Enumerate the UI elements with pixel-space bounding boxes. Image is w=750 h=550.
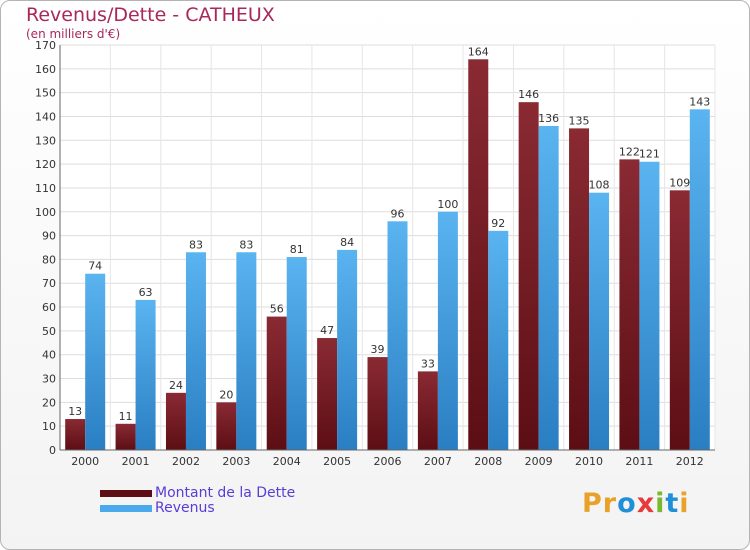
bar-revenus bbox=[639, 161, 660, 450]
y-tick-label: 150 bbox=[35, 87, 56, 100]
y-tick-label: 100 bbox=[35, 206, 56, 219]
data-label-revenus: 108 bbox=[589, 179, 610, 192]
x-tick-label: 2007 bbox=[424, 455, 452, 468]
bar-dette bbox=[417, 371, 438, 450]
bar-revenus bbox=[589, 192, 610, 451]
bar-dette bbox=[115, 423, 136, 450]
bar-dette bbox=[65, 419, 86, 450]
logo-letter: x bbox=[636, 488, 656, 519]
data-label-dette: 20 bbox=[219, 388, 233, 401]
data-label-revenus: 83 bbox=[239, 238, 253, 251]
y-tick-label: 60 bbox=[42, 301, 56, 314]
bar-dette bbox=[367, 357, 388, 450]
data-label-revenus: 96 bbox=[391, 207, 405, 220]
y-tick-label: 140 bbox=[35, 110, 56, 123]
y-tick-label: 90 bbox=[42, 230, 56, 243]
y-tick-label: 0 bbox=[49, 444, 56, 457]
data-label-revenus: 81 bbox=[290, 243, 304, 256]
x-tick-label: 2000 bbox=[71, 455, 99, 468]
chart-subtitle: (en milliers d'€) bbox=[26, 27, 121, 41]
bar-revenus bbox=[185, 252, 206, 450]
x-tick-label: 2005 bbox=[323, 455, 351, 468]
data-label-dette: 24 bbox=[169, 379, 183, 392]
x-tick-label: 2006 bbox=[374, 455, 402, 468]
data-label-revenus: 136 bbox=[538, 112, 559, 125]
logo-letter: P bbox=[582, 488, 603, 519]
data-label-dette: 122 bbox=[619, 145, 640, 158]
y-tick-label: 120 bbox=[35, 158, 56, 171]
y-tick-label: 40 bbox=[42, 349, 56, 362]
bar-dette bbox=[669, 190, 690, 450]
x-tick-label: 2002 bbox=[172, 455, 200, 468]
x-tick-label: 2001 bbox=[122, 455, 150, 468]
bar-dette bbox=[165, 392, 186, 450]
bar-revenus bbox=[488, 230, 509, 450]
bar-revenus bbox=[337, 249, 358, 450]
data-label-revenus: 100 bbox=[437, 198, 458, 211]
legend-swatch-debt bbox=[100, 490, 152, 497]
legend-swatch-revenus bbox=[100, 505, 152, 512]
data-label-revenus: 74 bbox=[88, 260, 102, 273]
bar-revenus bbox=[135, 299, 156, 450]
chart-title: Revenus/Dette - CATHEUX bbox=[26, 4, 275, 26]
data-label-revenus: 92 bbox=[491, 217, 505, 230]
legend-label-revenus: Revenus bbox=[155, 500, 215, 516]
bar-revenus bbox=[437, 211, 458, 450]
logo-letter: r bbox=[602, 488, 618, 519]
proxiti-logo: Proxiti bbox=[582, 488, 690, 519]
data-label-revenus: 121 bbox=[639, 148, 660, 161]
data-label-revenus: 83 bbox=[189, 238, 203, 251]
y-tick-label: 70 bbox=[42, 277, 56, 290]
data-label-revenus: 63 bbox=[139, 286, 153, 299]
data-label-dette: 164 bbox=[468, 45, 489, 58]
data-label-dette: 39 bbox=[371, 343, 385, 356]
y-tick-label: 30 bbox=[42, 373, 56, 386]
bar-revenus bbox=[538, 126, 559, 450]
y-tick-label: 160 bbox=[35, 63, 56, 76]
y-tick-label: 10 bbox=[42, 420, 56, 433]
data-label-dette: 47 bbox=[320, 324, 334, 337]
bar-dette bbox=[619, 159, 640, 450]
data-label-dette: 56 bbox=[270, 303, 284, 316]
x-tick-label: 2008 bbox=[474, 455, 502, 468]
data-label-dette: 146 bbox=[518, 88, 539, 101]
data-label-revenus: 143 bbox=[689, 95, 710, 108]
bar-dette bbox=[317, 338, 338, 450]
logo-letter: i bbox=[655, 488, 666, 519]
x-tick-label: 2004 bbox=[273, 455, 301, 468]
bar-revenus bbox=[689, 109, 710, 450]
bar-revenus bbox=[286, 257, 307, 450]
data-label-dette: 135 bbox=[569, 114, 590, 127]
x-tick-label: 2010 bbox=[575, 455, 603, 468]
data-label-dette: 11 bbox=[119, 410, 133, 423]
legend-label-debt: Montant de la Dette bbox=[155, 485, 296, 501]
bar-dette bbox=[518, 102, 539, 451]
bar-dette bbox=[266, 316, 287, 450]
y-tick-label: 20 bbox=[42, 396, 56, 409]
bar-dette bbox=[468, 59, 489, 450]
y-tick-label: 110 bbox=[35, 182, 56, 195]
logo-letter: o bbox=[617, 488, 637, 519]
logo-letter: i bbox=[679, 488, 690, 519]
data-label-dette: 109 bbox=[669, 176, 690, 189]
x-tick-label: 2011 bbox=[625, 455, 653, 468]
bar-dette bbox=[216, 402, 237, 450]
data-label-revenus: 84 bbox=[340, 236, 354, 249]
y-tick-label: 170 bbox=[35, 39, 56, 52]
x-tick-label: 2012 bbox=[676, 455, 704, 468]
y-tick-label: 50 bbox=[42, 325, 56, 338]
bar-revenus bbox=[387, 221, 408, 450]
bar-revenus bbox=[85, 273, 106, 450]
x-tick-label: 2009 bbox=[525, 455, 553, 468]
y-tick-label: 130 bbox=[35, 134, 56, 147]
x-tick-label: 2003 bbox=[222, 455, 250, 468]
bar-revenus bbox=[236, 252, 257, 450]
bar-dette bbox=[569, 128, 590, 450]
y-tick-label: 80 bbox=[42, 253, 56, 266]
logo-letter: t bbox=[665, 488, 680, 519]
data-label-dette: 33 bbox=[421, 357, 435, 370]
data-label-dette: 13 bbox=[68, 405, 82, 418]
